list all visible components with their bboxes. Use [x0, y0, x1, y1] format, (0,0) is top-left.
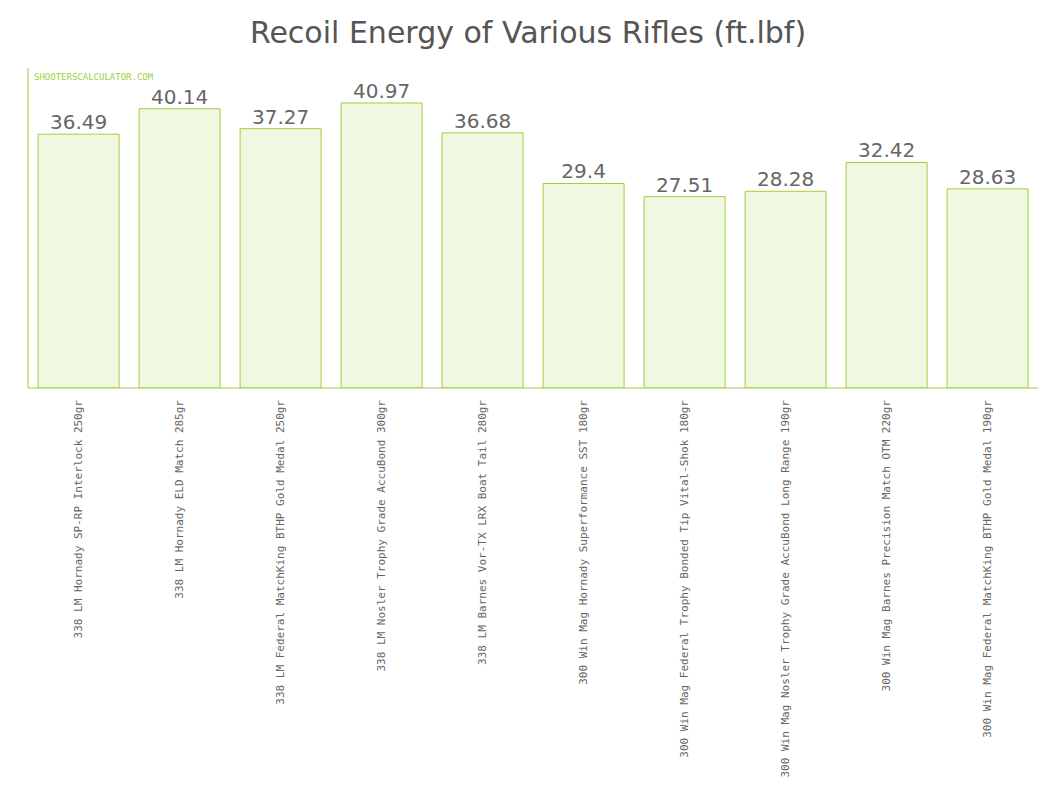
svg-text:32.42: 32.42 — [858, 138, 915, 162]
svg-text:28.28: 28.28 — [757, 167, 814, 191]
svg-text:338 LM Federal MatchKing BTHP: 338 LM Federal MatchKing BTHP Gold Medal… — [274, 400, 287, 705]
svg-text:27.51: 27.51 — [656, 173, 713, 197]
svg-text:37.27: 37.27 — [252, 105, 309, 129]
svg-text:300 Win Mag Federal Trophy Bon: 300 Win Mag Federal Trophy Bonded Tip Vi… — [678, 400, 691, 758]
svg-text:300 Win Mag Barnes Precision M: 300 Win Mag Barnes Precision Match OTM 2… — [880, 400, 893, 692]
svg-text:338 LM Barnes Vor-TX LRX Boat: 338 LM Barnes Vor-TX LRX Boat Tail 280gr — [476, 400, 489, 665]
svg-text:28.63: 28.63 — [959, 165, 1016, 189]
svg-text:36.49: 36.49 — [50, 110, 107, 134]
svg-text:300 Win Mag Nosler Trophy Grad: 300 Win Mag Nosler Trophy Grade AccuBond… — [779, 400, 792, 778]
html-text:SHOOTERSCALCULATOR.COM: SHOOTERSCALCULATOR.COM — [34, 72, 154, 82]
svg-text:300 Win Mag Federal MatchKing: 300 Win Mag Federal MatchKing BTHP Gold … — [981, 400, 994, 738]
svg-text:338 LM Hornady SP-RP Interlock: 338 LM Hornady SP-RP Interlock 250gr — [72, 400, 85, 639]
svg-text:338 LM Nosler Trophy Grade Acc: 338 LM Nosler Trophy Grade AccuBond 300g… — [375, 400, 388, 672]
svg-text:29.4: 29.4 — [561, 159, 606, 183]
svg-text:40.97: 40.97 — [353, 79, 410, 103]
svg-text:40.14: 40.14 — [151, 85, 208, 109]
svg-text:338 LM Hornady ELD Match 285gr: 338 LM Hornady ELD Match 285gr — [173, 400, 186, 599]
html-text:Recoil Energy of Various Rifle: Recoil Energy of Various Rifles (ft.lbf) — [249, 15, 807, 50]
svg-text:300 Win Mag Hornady Superforma: 300 Win Mag Hornady Superformance SST 18… — [577, 400, 590, 685]
svg-text:36.68: 36.68 — [454, 109, 511, 133]
